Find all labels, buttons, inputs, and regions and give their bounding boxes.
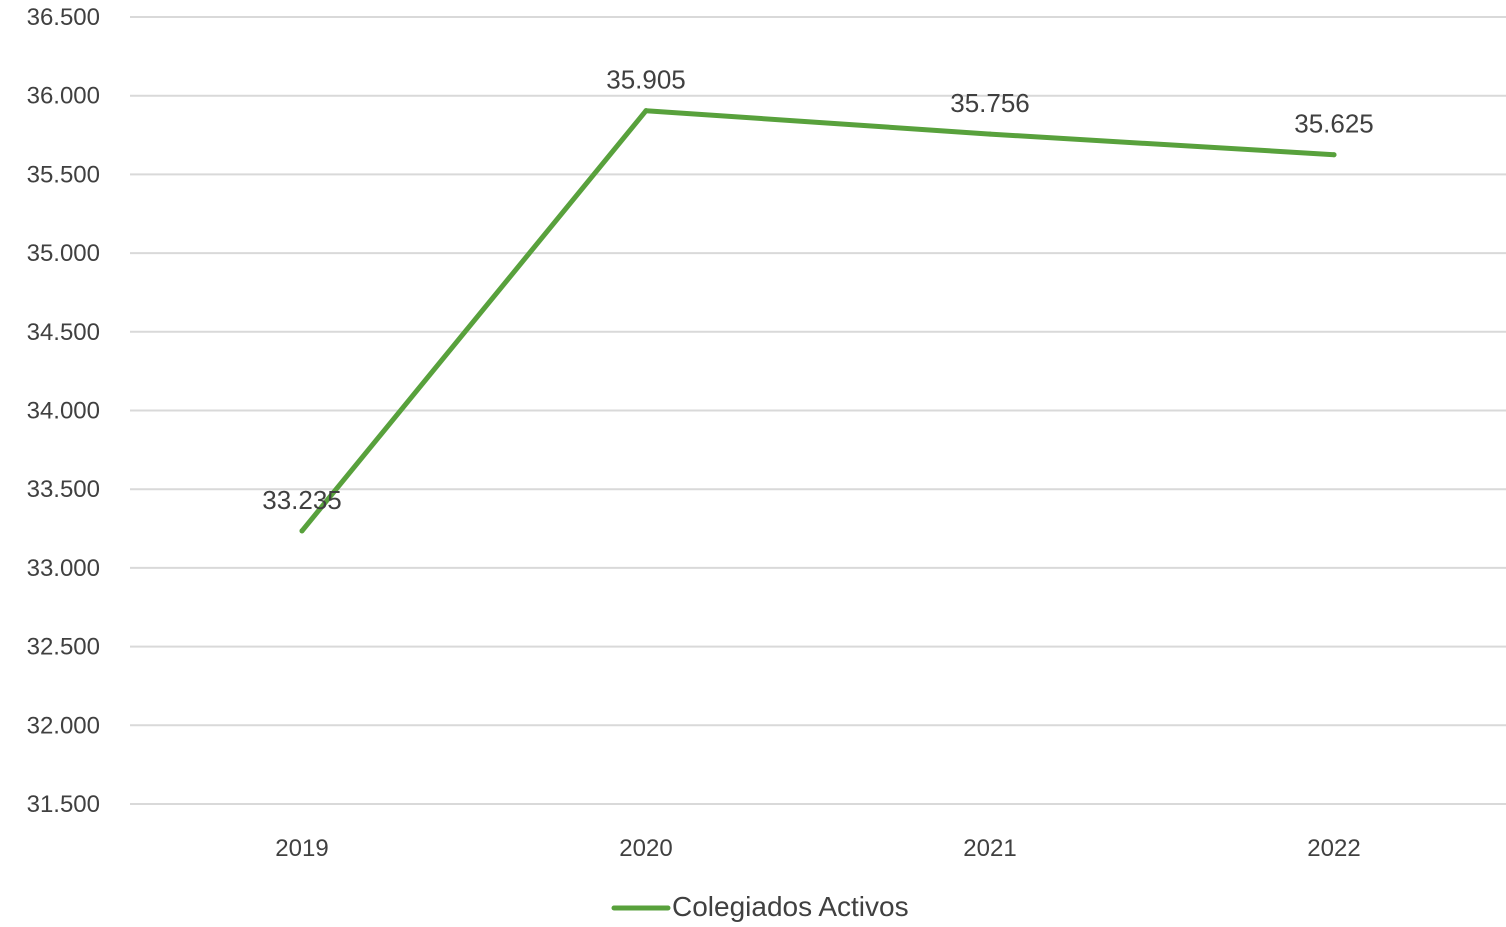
y-axis-tick-labels: 31.500 32.000 32.500 33.000 33.500 34.000 34.5… [27, 4, 100, 818]
x-axis-tick-labels: 2019 2020 2021 2022 [275, 835, 1360, 862]
y-tick-label: 34.500 [27, 319, 100, 346]
legend-label-colegiados-activos: Colegiados Activos [672, 891, 909, 922]
data-labels: 33.235 35.905 35.756 35.625 [262, 65, 1374, 515]
y-tick-label: 33.500 [27, 476, 100, 503]
y-tick-label: 36.000 [27, 83, 100, 110]
gridlines [130, 16, 1506, 805]
x-tick-label: 2019 [275, 835, 328, 862]
x-tick-label: 2020 [619, 835, 672, 862]
data-label: 33.235 [262, 485, 342, 515]
y-tick-label: 36.500 [27, 4, 100, 31]
data-point [299, 528, 305, 534]
series-colegiados-activos [299, 108, 1337, 534]
y-tick-label: 35.000 [27, 240, 100, 267]
series-line [299, 108, 1337, 534]
data-point [643, 108, 649, 114]
data-label: 35.756 [950, 88, 1030, 118]
data-label: 35.905 [606, 65, 686, 95]
y-tick-label: 31.500 [27, 791, 100, 818]
y-tick-label: 34.000 [27, 398, 100, 425]
y-tick-label: 35.500 [27, 161, 100, 188]
x-tick-label: 2022 [1307, 835, 1360, 862]
data-label: 35.625 [1294, 109, 1374, 139]
data-point [1331, 152, 1337, 158]
y-tick-label: 32.500 [27, 634, 100, 661]
y-tick-label: 32.000 [27, 712, 100, 739]
x-tick-label: 2021 [963, 835, 1016, 862]
legend: Colegiados Activos [611, 891, 909, 922]
data-point [987, 131, 993, 137]
y-tick-label: 33.000 [27, 555, 100, 582]
